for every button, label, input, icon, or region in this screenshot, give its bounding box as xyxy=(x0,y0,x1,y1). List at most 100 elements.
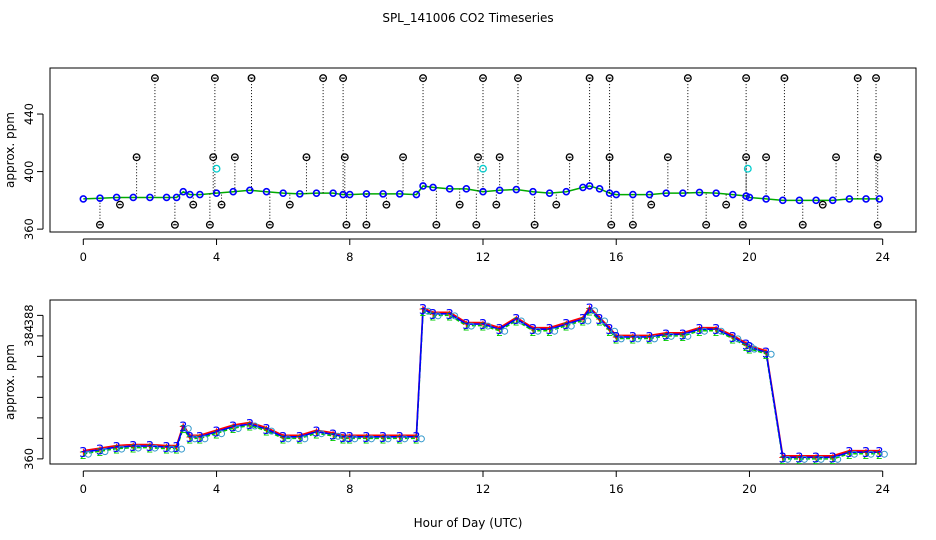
top-point xyxy=(455,200,464,209)
bottom-series-1-point: + xyxy=(185,430,194,443)
top-axes: 0 4 8 12 16 20 24 360 400 440 xyxy=(22,103,890,264)
bottom-point-circle xyxy=(767,350,775,358)
bottom-series-2-point: 2 xyxy=(346,433,353,446)
bottom-series-3-point: 3 xyxy=(812,451,820,466)
bottom-series-3-point: 3 xyxy=(79,446,87,461)
top-point xyxy=(875,195,884,203)
bottom-point-circle xyxy=(201,435,209,443)
top-point xyxy=(605,74,614,83)
top-point xyxy=(432,220,441,229)
top-point xyxy=(96,220,104,229)
bottom-series-3-point: 3 xyxy=(186,431,194,446)
bottom-series-3-point: 3 xyxy=(346,431,354,446)
bottom-series-2-point: 2 xyxy=(146,443,153,456)
bottom-point-circle xyxy=(84,450,92,458)
bottom-series-3-point: 3 xyxy=(795,451,803,466)
bottom-series-2-point: 2 xyxy=(546,326,553,339)
top-point xyxy=(495,153,504,162)
top-marks xyxy=(79,74,884,229)
bottom-series-1-point: + xyxy=(578,312,587,325)
bottom-series-2-point: 2 xyxy=(813,454,820,467)
bottom-series-3-point: 3 xyxy=(446,308,454,323)
bottom-point-circle xyxy=(151,444,159,452)
top-point xyxy=(79,195,88,203)
bottom-series-1-point: + xyxy=(605,323,614,336)
top-point xyxy=(695,188,704,197)
bottom-series-2-point: 2 xyxy=(196,433,203,446)
top-point xyxy=(762,195,770,203)
top-y-tick-label: 440 xyxy=(22,103,36,125)
top-point xyxy=(585,182,594,190)
bottom-point-circle xyxy=(344,435,352,443)
top-point xyxy=(179,187,188,196)
top-point xyxy=(412,190,421,199)
bottom-series-1-point: + xyxy=(362,430,371,443)
bottom-series-2-point: 2 xyxy=(613,333,620,346)
bottom-series-3-point: 3 xyxy=(562,318,570,333)
bottom-series-3-point: 3 xyxy=(679,328,687,343)
top-point xyxy=(319,74,328,83)
bottom-series-1-point: + xyxy=(212,425,221,438)
top-point xyxy=(419,74,427,83)
top-point xyxy=(265,220,274,229)
bottom-point-circle xyxy=(178,445,186,453)
bottom-series-3-point: 3 xyxy=(196,431,204,446)
bottom-series-3-point: 3 xyxy=(579,313,587,328)
top-point xyxy=(832,153,841,162)
bottom-series-1-point: + xyxy=(195,430,204,443)
bottom-series-2-point: 2 xyxy=(430,310,437,323)
top-point xyxy=(742,74,751,83)
bottom-series-1-point: + xyxy=(478,318,487,331)
top-point xyxy=(362,220,371,229)
bottom-series-2-point: 2 xyxy=(186,433,193,446)
bottom-series-2-point: 2 xyxy=(280,433,287,446)
top-point xyxy=(742,153,751,162)
top-point xyxy=(479,164,487,173)
top-point xyxy=(196,190,204,199)
bottom-series-2-point: 2 xyxy=(413,433,420,446)
bottom-series-1-point: + xyxy=(378,430,387,443)
bottom-y-tick-label: 384 xyxy=(22,325,36,347)
bottom-series-3-point: 3 xyxy=(645,331,653,346)
top-point xyxy=(96,194,104,202)
top-point xyxy=(828,196,837,205)
bottom-x-tick-label: 20 xyxy=(742,482,757,496)
top-point xyxy=(340,153,349,162)
bottom-point-circle xyxy=(591,307,599,315)
top-point xyxy=(229,187,237,196)
bottom-series-3-point: 3 xyxy=(412,431,420,446)
bottom-series-2-point: 2 xyxy=(779,454,786,467)
top-point xyxy=(212,189,221,197)
top-point xyxy=(172,193,181,202)
top-point xyxy=(645,190,654,199)
bottom-series-2-point: 2 xyxy=(679,331,686,344)
bottom-series-3-point: 3 xyxy=(462,318,470,333)
bottom-point-circle xyxy=(218,430,226,438)
bottom-point-circle xyxy=(417,435,425,443)
bottom-point-circle xyxy=(134,444,142,452)
bottom-series-1-point: + xyxy=(279,430,288,443)
top-point xyxy=(479,74,487,83)
bottom-series-2-point: 2 xyxy=(746,344,753,357)
bottom-series-2-point: 2 xyxy=(796,454,803,467)
bottom-point-circle xyxy=(434,312,442,320)
bottom-series-1-point: + xyxy=(742,338,751,351)
top-point xyxy=(285,200,294,209)
top-point xyxy=(429,183,437,192)
bottom-series-1-point: + xyxy=(162,441,171,454)
top-point xyxy=(210,74,219,83)
bottom-series-3-point: 3 xyxy=(605,323,613,338)
bottom-point-circle xyxy=(517,317,525,325)
top-point xyxy=(647,200,656,209)
bottom-series-1-point: + xyxy=(528,323,537,336)
bottom-series-2-point: 2 xyxy=(579,316,586,329)
top-y-axis-label: approx. ppm xyxy=(3,112,17,188)
top-point xyxy=(743,164,752,173)
bottom-series-1-point: + xyxy=(79,446,88,459)
top-point xyxy=(492,200,501,209)
bottom-series-2-point: 2 xyxy=(606,326,613,339)
bottom-series-1-point: + xyxy=(418,303,427,316)
bottom-series-1-point: + xyxy=(229,420,238,433)
